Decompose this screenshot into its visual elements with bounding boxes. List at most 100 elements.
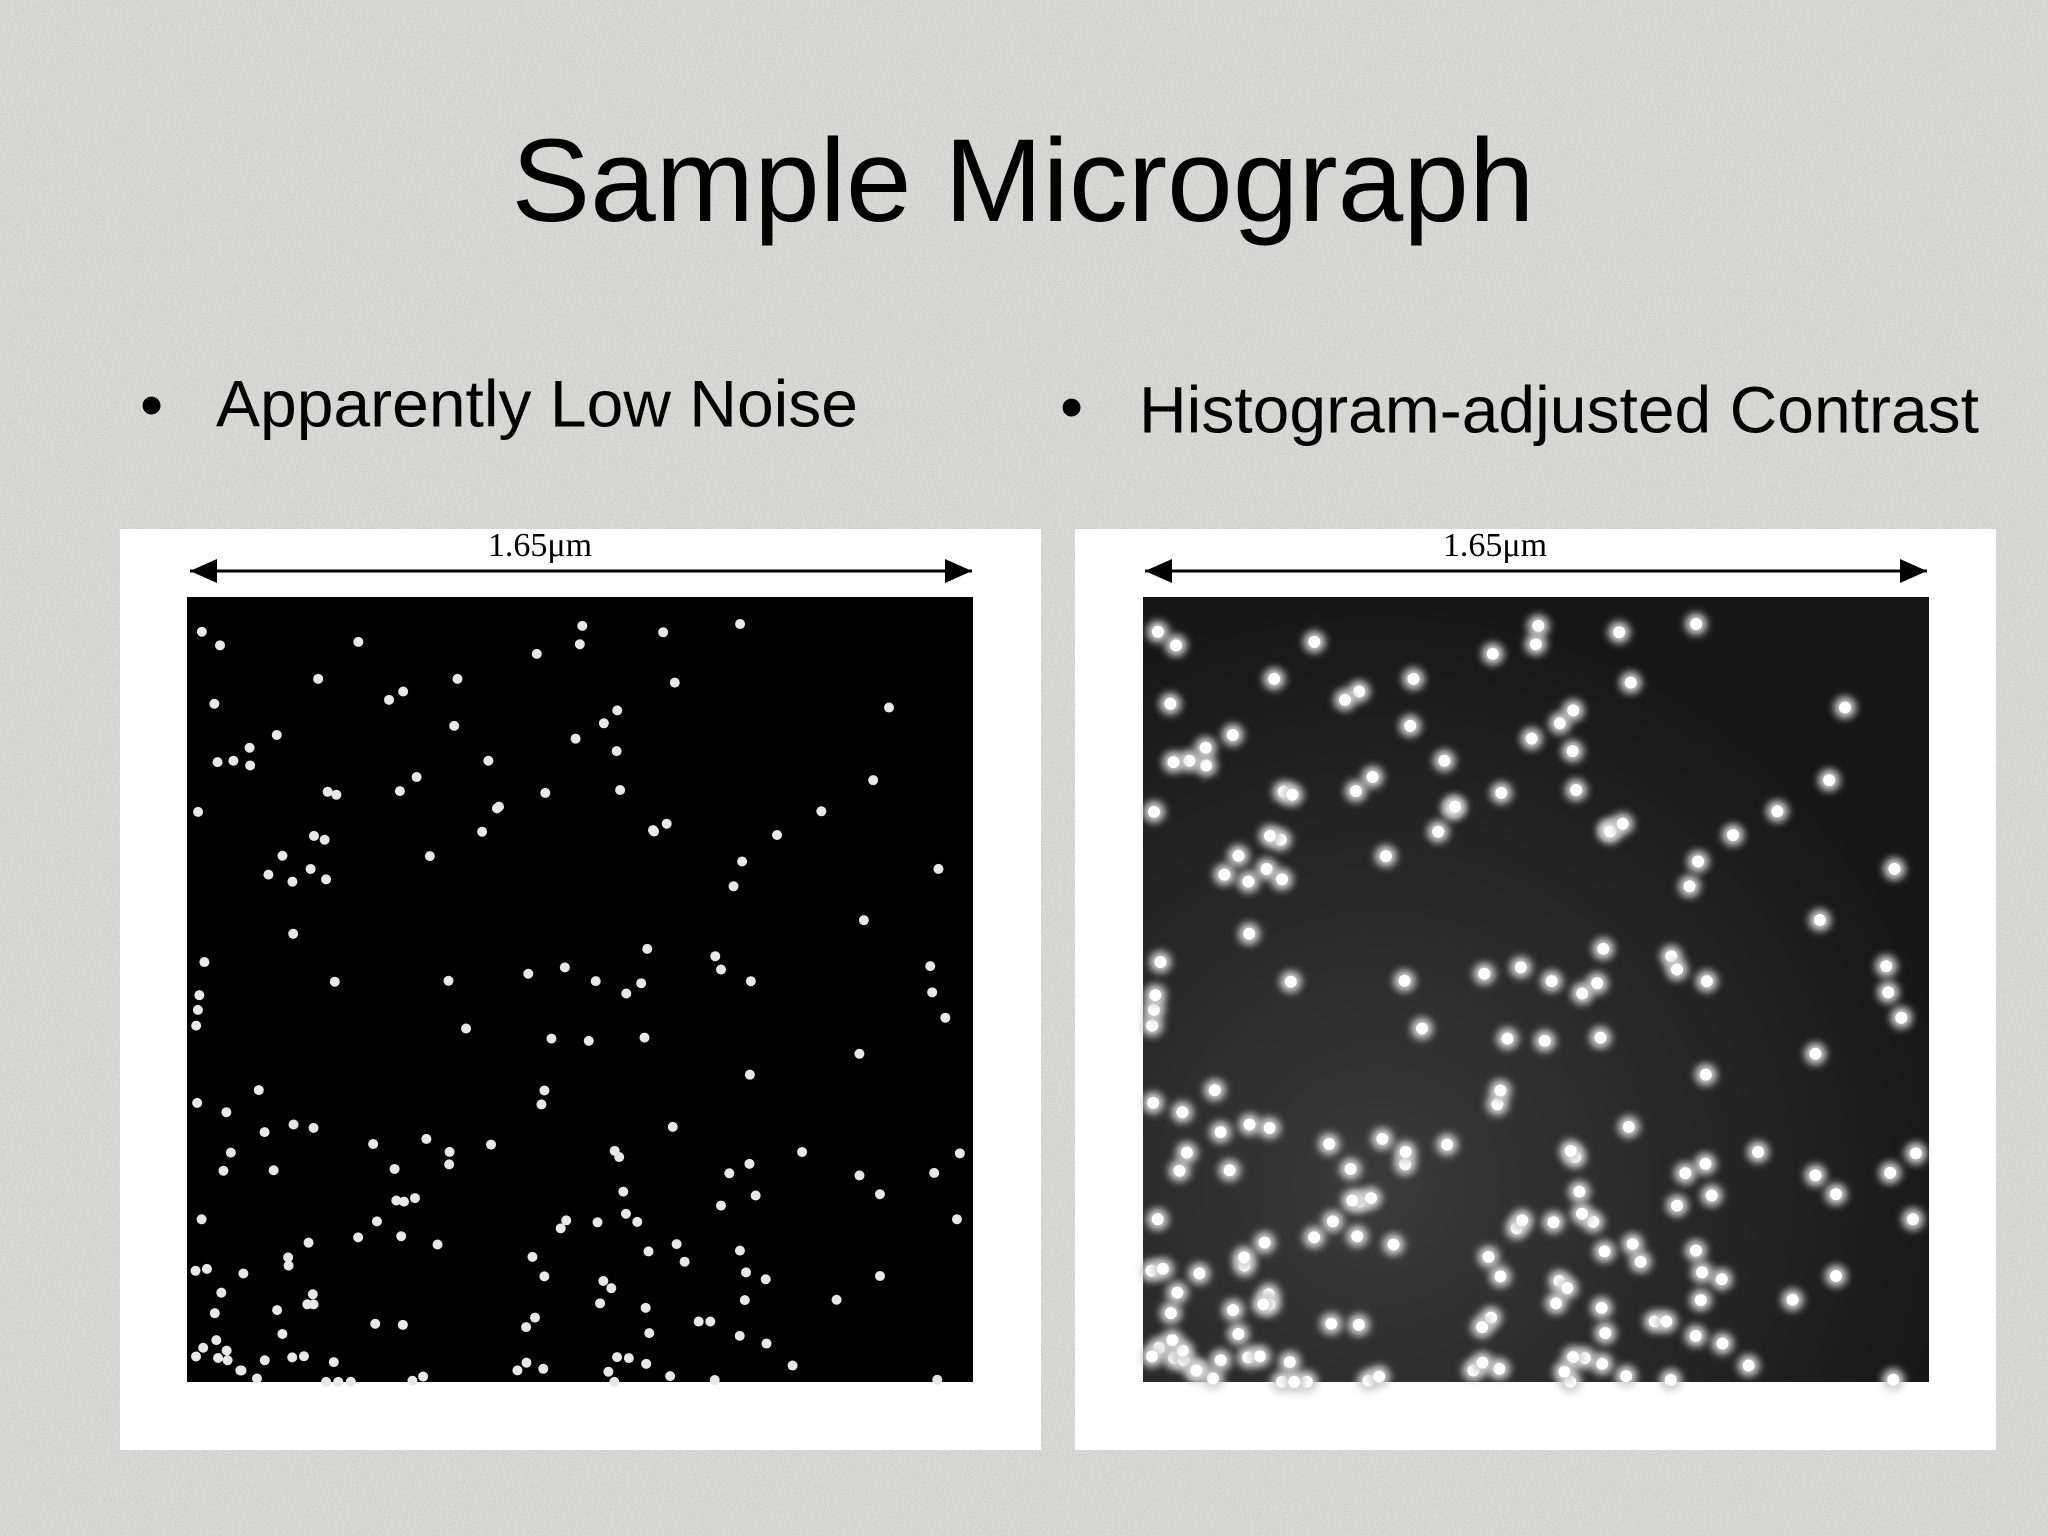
- particle: [201, 1263, 212, 1274]
- particle: [494, 801, 505, 812]
- particle: [1283, 1356, 1296, 1369]
- particle: [1146, 1019, 1159, 1032]
- particle: [321, 1376, 332, 1387]
- particle: [407, 1375, 418, 1386]
- particle: [1616, 817, 1629, 830]
- particle: [527, 1251, 538, 1262]
- particle: [1344, 1162, 1357, 1175]
- particle: [1501, 1032, 1514, 1045]
- particle: [1173, 1164, 1186, 1177]
- particle: [1276, 873, 1289, 886]
- particle: [644, 1328, 655, 1339]
- particle: [271, 729, 282, 740]
- particle: [679, 1256, 690, 1267]
- particle: [1715, 1273, 1728, 1286]
- particle: [1880, 960, 1893, 973]
- particle: [1671, 1199, 1684, 1212]
- particle: [1257, 1298, 1270, 1311]
- particle: [669, 677, 680, 688]
- particle: [1595, 1301, 1608, 1314]
- scale-label: 1.65μm: [1443, 527, 1547, 564]
- particle: [1476, 1356, 1489, 1369]
- particle: [1200, 759, 1213, 772]
- particle: [1170, 639, 1183, 652]
- particle: [252, 1373, 263, 1384]
- particle: [199, 957, 210, 968]
- particle: [1786, 1293, 1799, 1306]
- particle: [546, 1033, 557, 1044]
- particle: [1591, 977, 1604, 990]
- particle: [192, 1097, 203, 1108]
- particle: [1352, 1318, 1365, 1331]
- particle: [536, 1099, 547, 1110]
- particle: [1553, 717, 1566, 730]
- particle: [283, 1252, 294, 1263]
- particle: [329, 976, 340, 987]
- particle: [245, 760, 256, 771]
- particle: [636, 978, 647, 989]
- particle: [1689, 1329, 1702, 1342]
- particle: [1151, 1213, 1164, 1226]
- particle: [1164, 1307, 1177, 1320]
- particle: [1218, 868, 1231, 881]
- particle: [196, 1214, 207, 1225]
- particle: [277, 1328, 288, 1339]
- particle: [1514, 961, 1527, 974]
- particle: [1700, 975, 1713, 988]
- particle: [1207, 1372, 1220, 1385]
- particle: [538, 1363, 549, 1374]
- particle: [319, 834, 330, 845]
- particle: [308, 830, 319, 841]
- particle: [288, 928, 299, 939]
- micrograph: [187, 597, 973, 1382]
- particle: [391, 1195, 402, 1206]
- particle: [196, 626, 207, 637]
- particle: [1809, 1169, 1822, 1182]
- particle: [1660, 1315, 1673, 1328]
- particle: [1176, 1106, 1189, 1119]
- particle: [1482, 1250, 1495, 1263]
- particle: [1284, 975, 1297, 988]
- particle: [1323, 1138, 1336, 1151]
- particle: [396, 1231, 407, 1242]
- particle: [761, 1338, 772, 1349]
- particle: [1516, 1214, 1529, 1227]
- particle: [1570, 783, 1583, 796]
- particle: [1208, 1084, 1221, 1097]
- particle: [715, 964, 726, 975]
- particle: [368, 1139, 379, 1150]
- particle: [618, 1186, 629, 1197]
- particle: [424, 851, 435, 862]
- particle: [1550, 1297, 1563, 1310]
- particle: [734, 1245, 745, 1256]
- particle: [555, 1223, 566, 1234]
- scale-label: 1.65μm: [488, 527, 592, 564]
- particle: [539, 1271, 550, 1282]
- particle: [1351, 1230, 1364, 1243]
- particle: [649, 826, 660, 837]
- particle: [461, 1023, 472, 1034]
- particle: [1486, 647, 1499, 660]
- particle: [1566, 745, 1579, 758]
- particle: [225, 1147, 236, 1158]
- particle: [745, 976, 756, 987]
- particle: [1147, 1096, 1160, 1109]
- particle: [303, 1237, 314, 1248]
- particle: [1214, 1354, 1227, 1367]
- particle: [623, 1353, 634, 1364]
- particle: [1699, 1157, 1712, 1170]
- particle: [1387, 1238, 1400, 1251]
- particle: [1547, 1216, 1560, 1229]
- particle: [307, 1289, 318, 1300]
- particle: [1232, 1327, 1245, 1340]
- particle: [1286, 788, 1299, 801]
- particle: [529, 1312, 540, 1323]
- particle: [1263, 1121, 1276, 1134]
- particle: [1567, 704, 1580, 717]
- particle: [397, 1319, 408, 1330]
- particle: [1308, 635, 1321, 648]
- particle: [559, 962, 570, 973]
- particle: [253, 1085, 264, 1096]
- particle: [216, 1287, 227, 1298]
- particle: [1599, 1327, 1612, 1340]
